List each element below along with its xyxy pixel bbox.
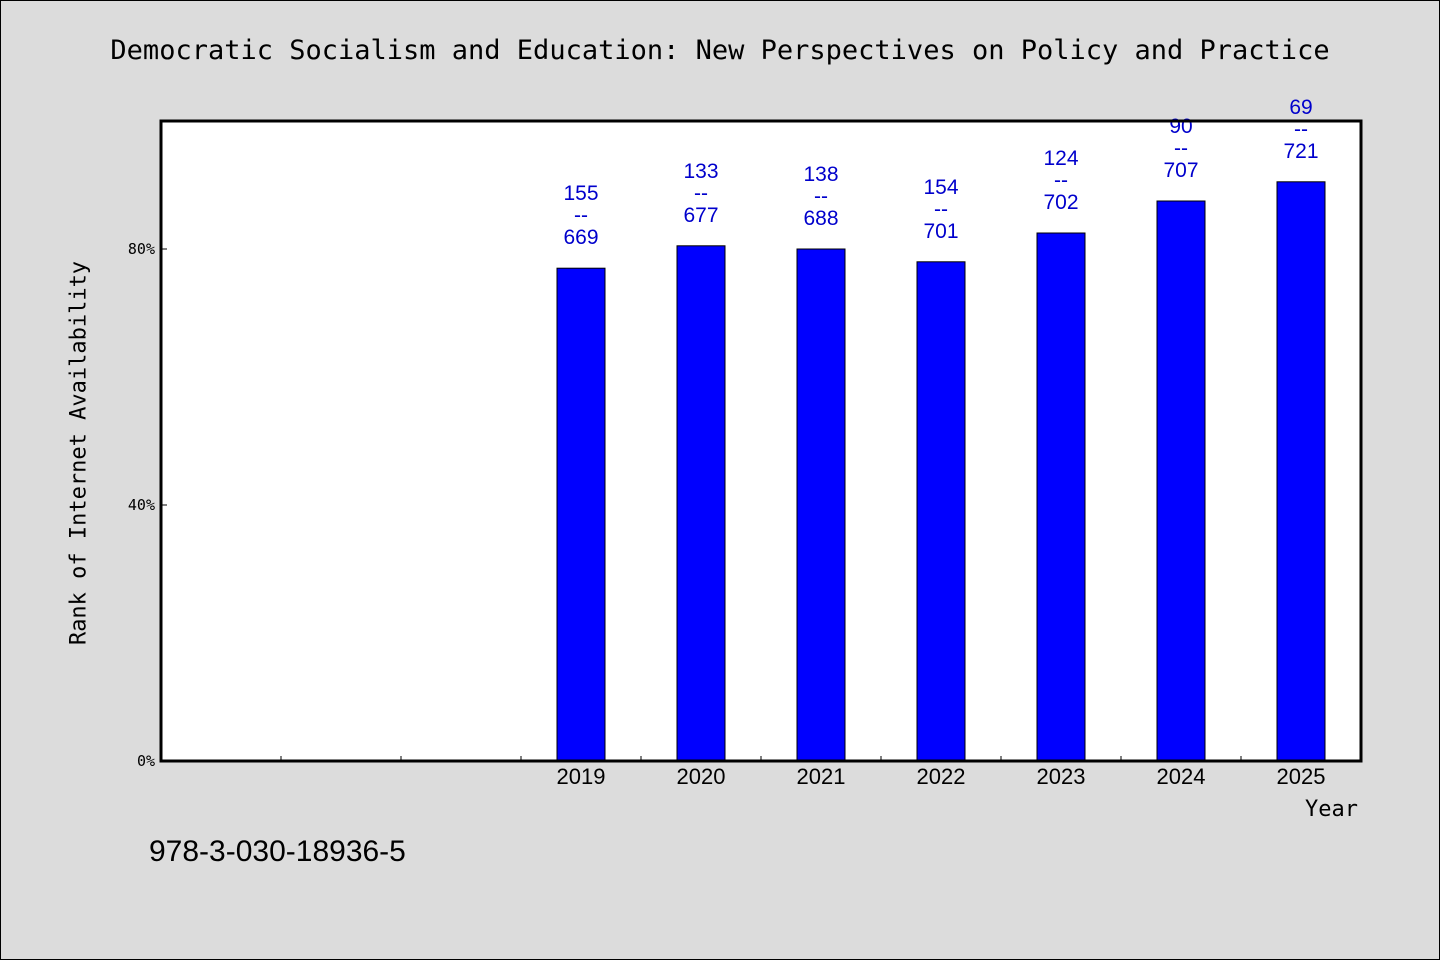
data-label-2019-mid: -- [574, 204, 588, 227]
x-tick-label-2020: 2020 [677, 764, 726, 789]
bar-2025 [1276, 181, 1326, 762]
data-label-2025-top: 69 [1289, 96, 1312, 119]
x-tick-label-2019: 2019 [557, 764, 606, 789]
isbn-footnote: 978-3-030-18936-5 [149, 835, 406, 868]
data-label-2024-top: 90 [1169, 115, 1192, 138]
data-label-2025-bottom: 721 [1283, 140, 1318, 163]
data-label-2025-mid: -- [1294, 118, 1308, 141]
data-label-2022-mid: -- [934, 198, 948, 221]
data-label-2023-mid: -- [1054, 169, 1068, 192]
bar-2020 [676, 245, 726, 762]
data-label-2022-bottom: 701 [923, 220, 958, 243]
data-label-2021-bottom: 688 [803, 207, 838, 230]
x-tick-label-2023: 2023 [1037, 764, 1086, 789]
x-axis-label: Year [1305, 797, 1358, 822]
bar-2019 [556, 267, 606, 762]
data-label-2024-bottom: 707 [1163, 159, 1198, 182]
data-label-2023-bottom: 702 [1043, 191, 1078, 214]
y-tick-label: 0% [137, 752, 155, 770]
data-label-2023-top: 124 [1043, 147, 1078, 170]
data-label-2020-top: 133 [683, 160, 718, 183]
x-tick-label-2025: 2025 [1277, 764, 1326, 789]
data-label-2024-mid: -- [1174, 137, 1188, 160]
y-tick-label: 80% [128, 240, 155, 258]
data-label-2019-bottom: 669 [563, 226, 598, 249]
x-tick-label-2024: 2024 [1157, 764, 1206, 789]
data-label-2022-top: 154 [923, 176, 958, 199]
chart-title: Democratic Socialism and Education: New … [110, 35, 1330, 66]
y-tick-label: 40% [128, 496, 155, 514]
data-label-2021-mid: -- [814, 185, 828, 208]
bar-2024 [1156, 200, 1206, 762]
x-tick-label-2021: 2021 [797, 764, 846, 789]
bar-2023 [1036, 232, 1086, 762]
data-label-2019-top: 155 [563, 182, 598, 205]
plot-border [159, 119, 1363, 763]
data-label-2021-top: 138 [803, 163, 838, 186]
x-tick-label-2022: 2022 [917, 764, 966, 789]
bar-2021 [796, 248, 846, 762]
data-label-2020-bottom: 677 [683, 204, 718, 227]
data-label-2020-mid: -- [694, 182, 708, 205]
bar-2022 [916, 261, 966, 762]
